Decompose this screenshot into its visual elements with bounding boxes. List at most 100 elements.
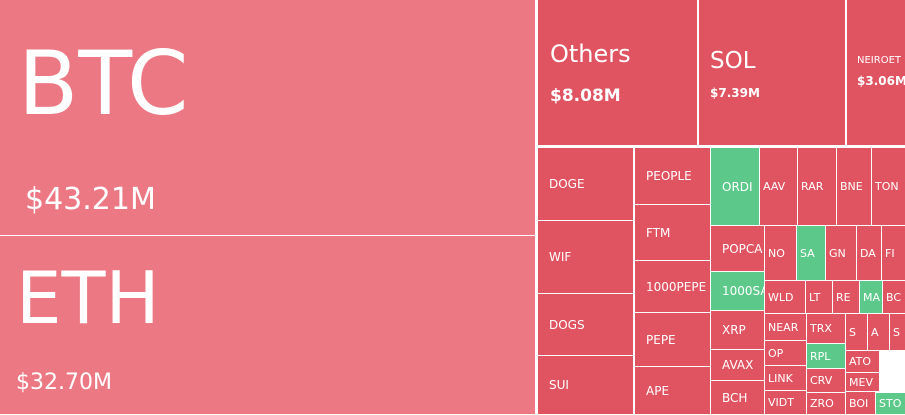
tile: 1000PEPE — [635, 261, 710, 312]
tile: POPCA — [711, 226, 764, 271]
tile-label: PEPE — [646, 332, 676, 347]
tile: PEOPLE — [635, 148, 710, 204]
tile: NO — [765, 226, 796, 280]
tile-label: 1000PEPE — [646, 279, 707, 294]
tile-label: SA — [800, 246, 815, 260]
tile-value: $7.39M — [710, 86, 760, 100]
tile-label: S — [893, 325, 900, 339]
tile-label: DOGS — [549, 317, 585, 332]
tile-label: BC — [886, 290, 902, 304]
tile: SOL $7.39M — [699, 0, 845, 145]
tile: MEV — [846, 373, 879, 391]
tile: DA — [857, 226, 881, 280]
tile-label: WIF — [549, 250, 572, 264]
tile: BCH — [711, 381, 764, 414]
tile-label: PEOPLE — [646, 169, 692, 183]
tile: PEPE — [635, 313, 710, 366]
tile: SA — [797, 226, 825, 280]
tile-label: BCH — [722, 390, 748, 405]
tile: CRV — [807, 369, 845, 392]
tile: A — [868, 314, 889, 350]
tile-label: DA — [860, 246, 876, 260]
tile-value: $32.70M — [16, 370, 112, 395]
tile-label: BOI — [849, 396, 869, 410]
tile-label: RE — [836, 290, 851, 304]
tile: TRX — [807, 314, 845, 343]
tile-value: $43.21M — [25, 182, 156, 217]
tile-value: $3.06M — [857, 74, 905, 88]
tile-label: ETH — [16, 256, 160, 340]
tile-value: $8.08M — [550, 86, 621, 106]
tile-label: DOGE — [549, 177, 585, 191]
tile: ZRO — [807, 393, 845, 414]
tile: ORDI — [711, 148, 759, 225]
tile: OP — [765, 341, 806, 365]
tile-label: RAR — [801, 180, 824, 193]
tile: AAV — [760, 148, 797, 225]
tile-label: POPCA — [722, 241, 763, 256]
tile: RPL — [807, 344, 845, 368]
tile-label: OP — [768, 346, 784, 360]
tile: WLD — [765, 281, 805, 313]
tile-label: MEV — [849, 375, 873, 389]
tile-label: ZRO — [810, 397, 834, 410]
tile: TON — [872, 148, 905, 225]
tile: DOGE — [538, 148, 633, 220]
tile: S — [890, 314, 905, 350]
tile-label: SUI — [549, 378, 569, 392]
tile-label: WLD — [768, 290, 794, 304]
tile-label: BNE — [840, 180, 863, 193]
tile: RE — [833, 281, 859, 313]
tile: FTM — [635, 205, 710, 260]
tile: ATO — [846, 351, 879, 372]
tile: BC — [883, 281, 905, 313]
tile-label: NO — [768, 246, 785, 260]
tile-label: SOL — [710, 48, 756, 74]
tile: NEAR — [765, 314, 806, 340]
tile: RAR — [798, 148, 836, 225]
tile: WIF — [538, 221, 633, 293]
tile: SUI — [538, 356, 633, 414]
tile: S — [846, 314, 867, 350]
tile-label: TRX — [810, 322, 832, 335]
tile-label: NEAR — [768, 320, 799, 334]
tile: STO — [876, 393, 905, 414]
tile: LT — [806, 281, 832, 313]
tile-label: FI — [885, 246, 895, 260]
tile: XRP — [711, 311, 764, 349]
tile: GN — [826, 226, 856, 280]
tile-label: 1000SA — [722, 284, 764, 298]
tile-label: AVAX — [722, 358, 754, 372]
tile: AVAX — [711, 350, 764, 380]
tile: 1000SA — [711, 272, 764, 310]
tile-label: MA — [863, 290, 881, 304]
tile-label: S — [849, 325, 856, 339]
tile-label: STO — [879, 397, 902, 410]
tile-label: TON — [875, 180, 899, 193]
tile-label: BTC — [18, 32, 189, 135]
tile-label: LINK — [768, 371, 793, 385]
tile-label: XRP — [722, 323, 746, 337]
tile-label: GN — [829, 246, 846, 260]
tile-label: VIDT — [768, 396, 794, 409]
tile-label: RPL — [810, 349, 831, 363]
tile-label: ORDI — [722, 179, 753, 194]
tile-label: APE — [646, 383, 670, 398]
tile: BTC $43.21M — [0, 0, 535, 235]
tile-label: ATO — [849, 355, 872, 368]
tile-label: AAV — [763, 180, 786, 193]
tile: Others $8.08M — [538, 0, 697, 145]
tile-label: LT — [809, 290, 821, 304]
tile-label: CRV — [810, 374, 833, 387]
tile: DOGS — [538, 294, 633, 355]
tile-label: A — [871, 325, 879, 339]
tile: VIDT — [765, 391, 806, 414]
tile-label: NEIROET — [857, 55, 901, 66]
tile: BOI — [846, 392, 875, 414]
tile: NEIROET $3.06M — [847, 0, 905, 145]
tile: ETH $32.70M — [0, 236, 535, 414]
tile: APE — [635, 367, 710, 414]
tile: FI — [882, 226, 905, 280]
tile: LINK — [765, 366, 806, 390]
